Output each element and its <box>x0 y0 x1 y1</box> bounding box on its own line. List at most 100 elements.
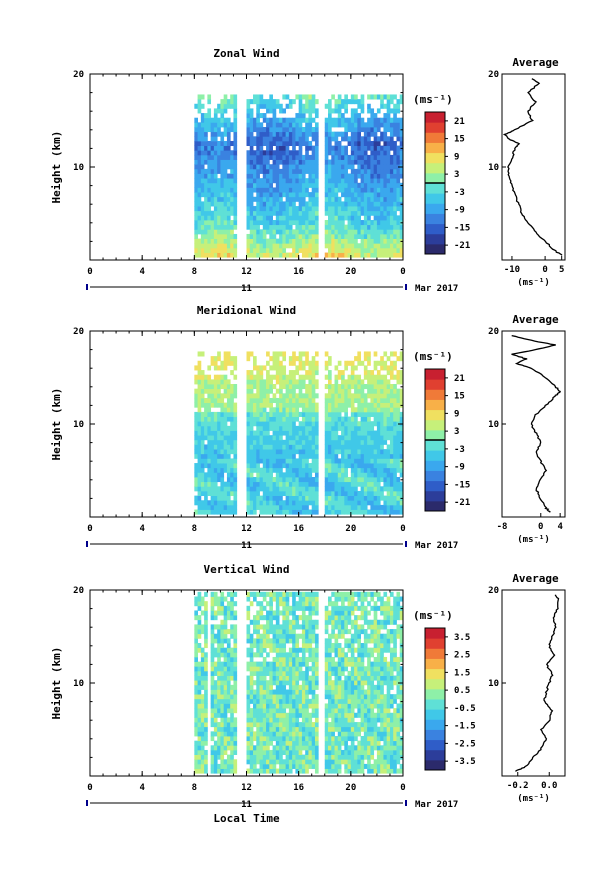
heatmap-cell <box>396 467 401 473</box>
heatmap-cell <box>217 122 221 128</box>
heatmap-cell <box>279 150 283 156</box>
heatmap-cell <box>194 145 198 151</box>
heatmap-cell <box>363 159 368 165</box>
heatmap-cell <box>256 131 260 137</box>
heatmap-cell <box>328 122 332 128</box>
heatmap-cell <box>220 684 225 690</box>
heatmap-cell <box>360 159 365 165</box>
heatmap-cell <box>194 238 198 244</box>
heatmap-cell <box>298 187 303 193</box>
heatmap-cell <box>213 421 218 427</box>
heatmap-cell <box>285 745 290 751</box>
heatmap-cell <box>376 444 381 450</box>
heatmap-cell <box>194 103 198 109</box>
heatmap-cell <box>207 477 212 483</box>
heatmap-cell <box>259 397 264 404</box>
heatmap-cell <box>331 243 335 249</box>
heatmap-cell <box>393 384 397 390</box>
heatmap-cell <box>249 252 254 258</box>
heatmap-cell <box>279 740 283 746</box>
heatmap-cell <box>288 393 293 399</box>
heatmap-cell <box>324 500 329 506</box>
heatmap-cell <box>213 661 218 667</box>
heatmap-cell <box>285 731 290 737</box>
heatmap-cell <box>256 467 260 473</box>
heatmap-cell <box>233 500 238 506</box>
heatmap-cell <box>311 388 316 394</box>
heatmap-cell <box>249 113 254 119</box>
heatmap-cell <box>275 759 280 765</box>
heatmap-cell <box>194 164 198 170</box>
heatmap-cell <box>324 486 329 492</box>
heatmap-cell <box>380 150 384 156</box>
heatmap-cell <box>282 619 287 625</box>
heatmap-cell <box>282 458 287 464</box>
heatmap-cell <box>230 233 234 240</box>
heatmap-cell <box>246 675 251 681</box>
heatmap-cell <box>230 173 234 179</box>
heatmap-cell <box>282 596 287 602</box>
heatmap-cell <box>233 159 238 165</box>
heatmap-cell <box>396 495 401 501</box>
heatmap-cell <box>226 407 231 413</box>
heatmap-cell <box>194 136 198 142</box>
heatmap-cell <box>386 154 391 160</box>
heatmap-cell <box>363 178 368 184</box>
heatmap-cell <box>288 360 293 366</box>
heatmap-cell <box>380 99 384 105</box>
heatmap-cell <box>217 103 221 109</box>
heatmap-cell <box>295 439 300 445</box>
heatmap-cell <box>295 467 300 473</box>
heatmap-cell <box>367 360 371 366</box>
heatmap-cell <box>200 117 205 123</box>
heatmap-cell <box>389 463 394 469</box>
heatmap-cell <box>262 500 267 506</box>
heatmap-cell <box>324 453 329 459</box>
heatmap-cell <box>220 703 225 709</box>
heatmap-cell <box>266 708 270 714</box>
heatmap-cell <box>272 206 277 212</box>
heatmap-cell <box>207 481 212 487</box>
average-profile-line <box>511 335 561 513</box>
heatmap-cell <box>288 712 293 718</box>
heatmap-cell <box>246 252 251 258</box>
heatmap-cell <box>376 159 381 165</box>
heatmap-cell <box>367 425 371 431</box>
heatmap-cell <box>226 159 231 165</box>
heatmap-cell <box>354 196 358 202</box>
heatmap-cell <box>249 168 254 174</box>
heatmap-cell <box>334 140 339 147</box>
heatmap-cell <box>197 439 202 445</box>
heatmap-cell <box>233 113 238 119</box>
heatmap-cell <box>210 656 215 663</box>
heatmap-cell <box>253 379 257 385</box>
heatmap-cell <box>337 463 342 469</box>
heatmap-cell <box>328 416 332 422</box>
heatmap-cell <box>292 666 296 672</box>
heatmap-cell <box>223 192 228 198</box>
heatmap-cell <box>311 233 316 240</box>
heatmap-cell <box>256 463 260 469</box>
heatmap-cell <box>328 136 332 142</box>
heatmap-cell <box>226 472 231 478</box>
heatmap-cell <box>389 238 394 244</box>
heatmap-cell <box>311 168 316 174</box>
heatmap-cell <box>341 407 345 413</box>
heatmap-cell <box>282 145 287 151</box>
heatmap-cell <box>344 463 348 469</box>
heatmap-cell <box>256 220 260 226</box>
heatmap-cell <box>213 229 218 235</box>
heatmap-cell <box>363 252 368 258</box>
heatmap-cell <box>259 370 264 376</box>
heatmap-cell <box>266 421 270 427</box>
heatmap-cell <box>230 708 234 714</box>
heatmap-cell <box>305 384 309 390</box>
heatmap-cell <box>298 722 303 728</box>
heatmap-cell <box>262 196 267 202</box>
heatmap-cell <box>324 178 329 184</box>
heatmap-cell <box>360 449 365 455</box>
heatmap-cell <box>213 252 218 258</box>
heatmap-cell <box>210 684 215 690</box>
heatmap-cell <box>288 763 293 769</box>
heatmap-cell <box>337 500 342 506</box>
